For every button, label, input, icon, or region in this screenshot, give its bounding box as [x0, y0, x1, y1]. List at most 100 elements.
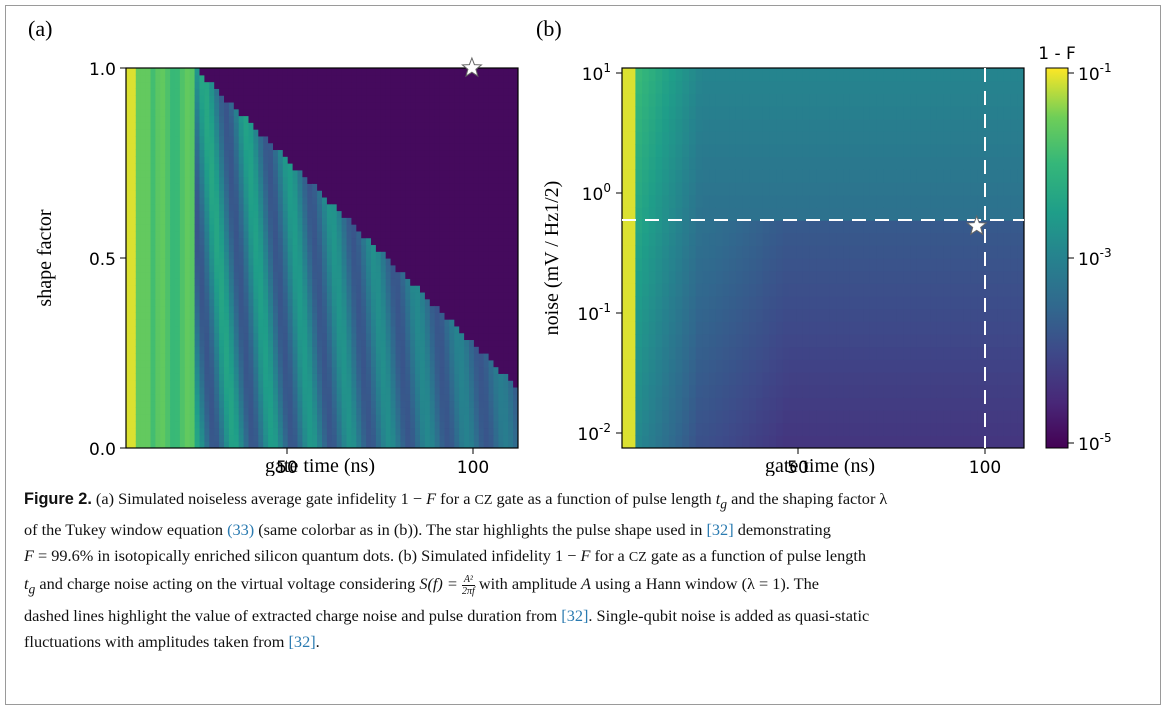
heatmap-cell [513, 88, 518, 96]
heatmap-cell [371, 217, 377, 225]
heatmap-cell [454, 393, 460, 402]
heatmap-cell [410, 169, 416, 178]
heatmap-cell [385, 278, 392, 286]
heatmap-cell [351, 291, 357, 300]
heatmap-cell [668, 258, 677, 272]
heatmap-cell [361, 278, 367, 286]
heatmap-cell [415, 149, 421, 157]
heatmap-cell [420, 163, 426, 171]
heatmap-cell [473, 400, 480, 408]
heatmap-cell [135, 74, 142, 83]
heatmap-cell [675, 106, 683, 120]
heatmap-cell [429, 203, 436, 212]
heatmap-cell [228, 386, 235, 395]
heatmap-cell [179, 407, 186, 415]
heatmap-cell [312, 346, 318, 354]
heatmap-cell [189, 169, 196, 178]
heatmap-cell [287, 244, 294, 252]
heatmap-cell [126, 230, 132, 239]
heatmap-cell [400, 298, 406, 307]
heatmap-cell [150, 101, 156, 110]
heatmap-cell [336, 88, 343, 96]
heatmap-cell [248, 196, 254, 205]
heatmap-cell [361, 135, 367, 144]
heatmap-cell [642, 321, 650, 335]
heatmap-cell [179, 190, 186, 198]
heatmap-cell [302, 210, 308, 218]
heatmap-cell [464, 237, 470, 246]
heatmap-cell [145, 305, 152, 313]
heatmap-cell [483, 386, 490, 395]
heatmap-cell [292, 169, 299, 178]
heatmap-cell [424, 346, 431, 354]
heatmap-cell [282, 400, 289, 408]
heatmap-cell [238, 108, 245, 117]
heatmap-cell [140, 196, 147, 205]
heatmap-cell [130, 142, 137, 151]
heatmap-cell [175, 414, 181, 422]
heatmap-cell [341, 366, 348, 374]
heatmap-cell [175, 203, 181, 212]
heatmap-cell [219, 427, 225, 436]
heatmap-cell [488, 101, 495, 110]
heatmap-cell [268, 312, 274, 320]
heatmap-cell [702, 346, 710, 360]
heatmap-cell [464, 434, 470, 442]
heatmap-cell [273, 359, 279, 368]
heatmap-cell [165, 129, 171, 137]
heatmap-cell [135, 325, 142, 334]
heatmap-cell [622, 156, 630, 170]
heatmap-cell [361, 217, 367, 225]
heatmap-cell [361, 359, 367, 368]
heatmap-cell [297, 386, 303, 395]
heatmap-cell [513, 224, 518, 232]
heatmap-cell [622, 80, 630, 94]
heatmap-cell [444, 156, 450, 164]
heatmap-cell [400, 386, 406, 395]
heatmap-cell [454, 149, 460, 157]
heatmap-cell [385, 244, 392, 252]
heatmap-cell [273, 203, 279, 212]
heatmap-cell [410, 312, 416, 320]
heatmap-cell [302, 122, 308, 130]
heatmap-cell [420, 298, 426, 307]
heatmap-cell [297, 332, 303, 341]
heatmap-cell [454, 427, 460, 436]
heatmap-cell [351, 149, 357, 157]
heatmap-cell [331, 332, 338, 341]
heatmap-cell [204, 237, 210, 246]
heatmap-cell [307, 359, 313, 368]
heatmap-cell [434, 441, 441, 448]
heatmap-cell [331, 203, 338, 212]
heatmap-cell [145, 298, 152, 307]
heatmap-cell [642, 270, 650, 284]
heatmap-cell [473, 407, 480, 415]
heatmap-cell [375, 244, 382, 252]
heatmap-cell [273, 373, 279, 381]
heatmap-cell [126, 414, 132, 422]
heatmap-cell [662, 232, 670, 246]
heatmap-cell [243, 441, 250, 448]
heatmap-cell [263, 420, 269, 429]
heatmap-cell [214, 163, 220, 171]
heatmap-cell [473, 305, 480, 313]
heatmap-cell [326, 346, 333, 354]
heatmap-cell [189, 393, 196, 402]
heatmap-cell [165, 251, 171, 259]
heatmap-cell [405, 190, 411, 198]
heatmap-cell [140, 359, 147, 368]
heatmap-cell [689, 245, 697, 259]
heatmap-cell [204, 264, 210, 273]
heatmap-cell [238, 359, 245, 368]
heatmap-cell [444, 74, 450, 83]
heatmap-cell [145, 244, 152, 252]
heatmap-cell [263, 163, 269, 171]
heatmap-cell [214, 285, 220, 293]
heatmap-cell [189, 420, 196, 429]
heatmap-cell [170, 393, 176, 402]
heatmap-cell [194, 353, 201, 361]
heatmap-cell [243, 237, 250, 246]
heatmap-cell [165, 386, 171, 395]
heatmap-cell [199, 81, 205, 89]
heatmap-cell [130, 407, 137, 415]
